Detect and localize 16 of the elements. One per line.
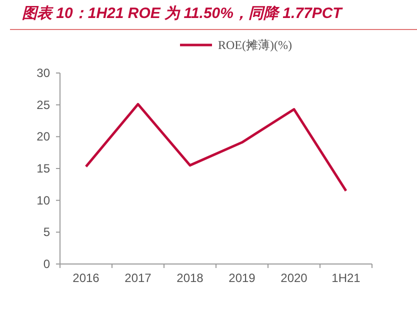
y-tick-label: 5: [43, 225, 50, 240]
y-tick-label: 20: [36, 130, 50, 144]
legend-label: ROE(摊薄)(%): [218, 38, 292, 52]
x-tick-label: 2019: [228, 271, 256, 285]
y-tick-label: 15: [36, 162, 50, 176]
x-tick-label: 2020: [280, 271, 308, 285]
x-tick-label: 1H21: [332, 271, 361, 285]
title: 图表 10：1H21 ROE 为 11.50%，同降 1.77PCT: [22, 5, 342, 22]
y-tick-label: 25: [36, 98, 50, 112]
y-tick-label: 10: [36, 193, 50, 208]
legend: ROE(摊薄)(%): [180, 38, 292, 52]
x-tick-label: 2017: [124, 271, 152, 285]
x-tick-label: 2018: [176, 271, 204, 285]
y-tick-label: 0: [43, 257, 50, 271]
y-tick-label: 30: [36, 66, 50, 80]
x-tick-label: 2016: [72, 271, 100, 285]
